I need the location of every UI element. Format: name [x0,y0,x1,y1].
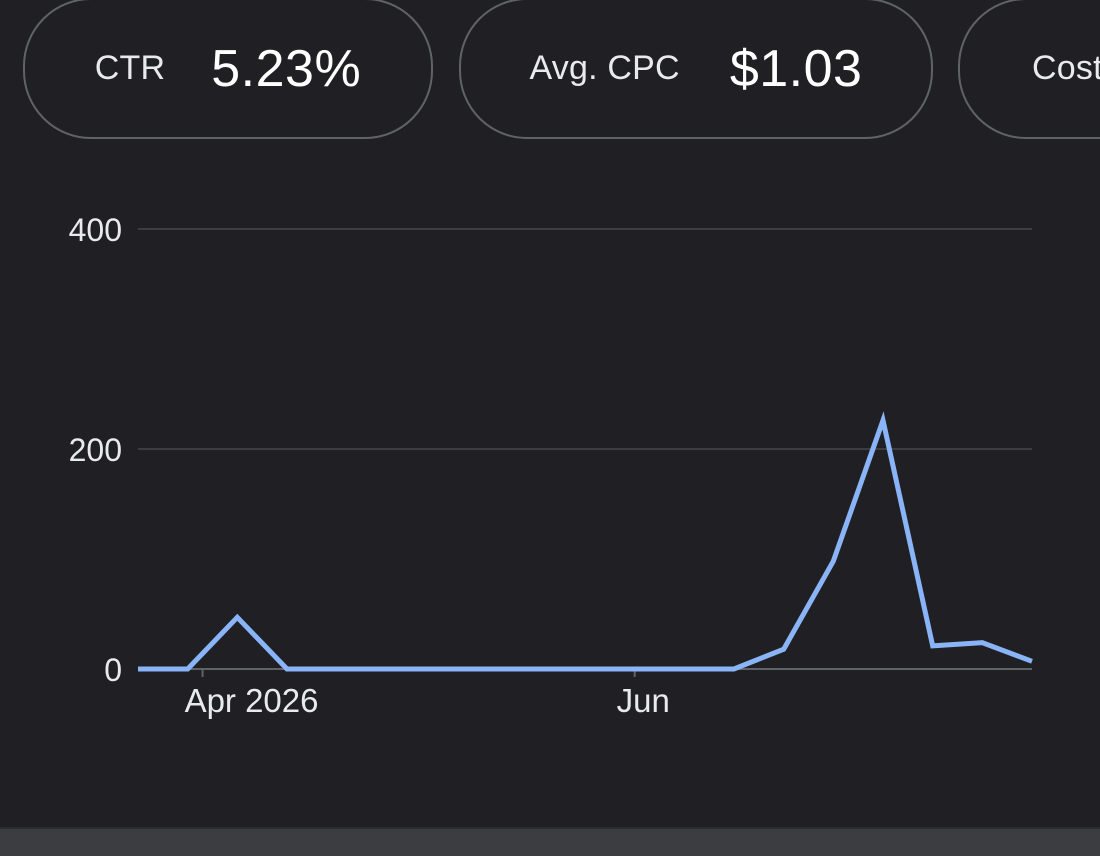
metric-chip-avg-cpc[interactable]: Avg. CPC $1.03 [459,0,933,139]
data-point [632,667,637,672]
y-tick-label: 200 [69,432,122,468]
data-point [334,667,339,672]
series-line [138,411,1033,672]
data-point [781,647,786,652]
data-point [980,640,985,645]
data-point [384,667,389,672]
x-tick-label: Jun [617,682,670,719]
metric-chip-cost[interactable]: Cost [958,0,1100,139]
data-point [235,615,240,620]
data-point [533,667,538,672]
data-point [682,667,687,672]
metric-label: CTR [94,49,166,87]
data-point [732,667,737,672]
data-point [1030,659,1035,664]
data-point [583,667,588,672]
data-point [434,667,439,672]
data-point [185,667,190,672]
data-point [285,667,290,672]
data-point [136,667,141,672]
bottom-scrollbar[interactable] [0,827,1100,856]
line-chart: 0 200 400 Apr 2026 Jun [0,160,1100,780]
metric-value: $1.03 [729,39,863,98]
metric-label: Cost [1032,49,1100,87]
y-tick-label: 0 [104,652,122,688]
metric-chip-ctr[interactable]: CTR 5.23% [23,0,433,139]
data-point [831,559,836,564]
metric-value: 5.23% [211,39,362,98]
metric-label: Avg. CPC [529,49,680,87]
data-point [483,667,488,672]
y-tick-label: 400 [69,212,122,248]
divider [0,827,1100,829]
x-tick-label: Apr 2026 [185,682,319,719]
data-point [881,418,886,423]
data-point [930,643,935,648]
chart-svg: 0 200 400 Apr 2026 Jun [69,212,1035,719]
